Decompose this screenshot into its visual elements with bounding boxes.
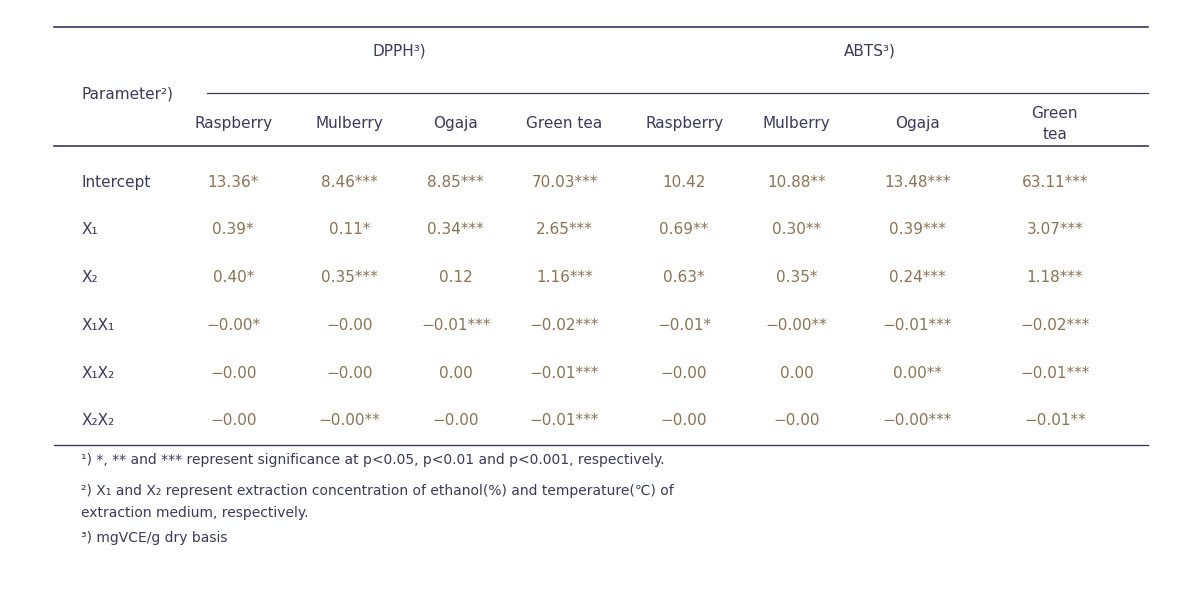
Text: ²) X₁ and X₂ represent extraction concentration of ethanol(%) and temperature(℃): ²) X₁ and X₂ represent extraction concen…	[81, 484, 675, 498]
Text: −0.02***: −0.02***	[1020, 318, 1090, 333]
Text: ABTS³): ABTS³)	[843, 43, 896, 59]
Text: −0.01***: −0.01***	[530, 365, 599, 381]
Text: −0.01***: −0.01***	[1020, 365, 1090, 381]
Text: Green: Green	[1032, 106, 1078, 121]
Text: X₂: X₂	[81, 270, 98, 285]
Text: tea: tea	[1043, 127, 1067, 142]
Text: 0.39***: 0.39***	[889, 222, 946, 238]
Text: −0.01*: −0.01*	[657, 318, 712, 333]
Text: Green tea: Green tea	[526, 116, 603, 131]
Text: extraction medium, respectively.: extraction medium, respectively.	[81, 506, 309, 521]
Text: 0.00**: 0.00**	[893, 365, 941, 381]
Text: 0.12: 0.12	[439, 270, 472, 285]
Text: −0.00: −0.00	[327, 365, 372, 381]
Text: Mulberry: Mulberry	[763, 116, 830, 131]
Text: 10.88**: 10.88**	[767, 174, 826, 190]
Text: 63.11***: 63.11***	[1021, 174, 1088, 190]
Text: 0.35***: 0.35***	[321, 270, 378, 285]
Text: ³) mgVCE/g dry basis: ³) mgVCE/g dry basis	[81, 531, 227, 546]
Text: Raspberry: Raspberry	[194, 116, 273, 131]
Text: −0.01***: −0.01***	[883, 318, 952, 333]
Text: 0.34***: 0.34***	[427, 222, 484, 238]
Text: −0.00: −0.00	[210, 365, 256, 381]
Text: X₂X₂: X₂X₂	[81, 413, 115, 429]
Text: Parameter²): Parameter²)	[81, 86, 173, 101]
Text: −0.00**: −0.00**	[765, 318, 828, 333]
Text: 70.03***: 70.03***	[531, 174, 598, 190]
Text: Mulberry: Mulberry	[316, 116, 383, 131]
Text: −0.02***: −0.02***	[530, 318, 599, 333]
Text: −0.01***: −0.01***	[421, 318, 490, 333]
Text: 0.69**: 0.69**	[659, 222, 709, 238]
Text: 8.85***: 8.85***	[427, 174, 484, 190]
Text: X₁: X₁	[81, 222, 98, 238]
Text: −0.00: −0.00	[661, 413, 707, 429]
Text: ¹) *, ** and *** represent significance at p<0.05, p<0.01 and p<0.001, respectiv: ¹) *, ** and *** represent significance …	[81, 453, 665, 467]
Text: 10.42: 10.42	[663, 174, 706, 190]
Text: 0.30**: 0.30**	[771, 222, 822, 238]
Text: 0.35*: 0.35*	[776, 270, 817, 285]
Text: −0.01**: −0.01**	[1024, 413, 1086, 429]
Text: X₁X₁: X₁X₁	[81, 318, 115, 333]
Text: −0.00: −0.00	[661, 365, 707, 381]
Text: Ogaja: Ogaja	[895, 116, 940, 131]
Text: 0.00: 0.00	[439, 365, 472, 381]
Text: X₁X₂: X₁X₂	[81, 365, 115, 381]
Text: 1.16***: 1.16***	[536, 270, 593, 285]
Text: 13.36*: 13.36*	[208, 174, 258, 190]
Text: 8.46***: 8.46***	[321, 174, 378, 190]
Text: −0.00: −0.00	[327, 318, 372, 333]
Text: 0.40*: 0.40*	[213, 270, 254, 285]
Text: −0.01***: −0.01***	[530, 413, 599, 429]
Text: 13.48***: 13.48***	[884, 174, 951, 190]
Text: −0.00*: −0.00*	[206, 318, 261, 333]
Text: 0.39*: 0.39*	[213, 222, 254, 238]
Text: −0.00: −0.00	[210, 413, 256, 429]
Text: 0.00: 0.00	[780, 365, 813, 381]
Text: 1.18***: 1.18***	[1026, 270, 1084, 285]
Text: −0.00: −0.00	[433, 413, 478, 429]
Text: Intercept: Intercept	[81, 174, 151, 190]
Text: −0.00**: −0.00**	[318, 413, 380, 429]
Text: 0.11*: 0.11*	[329, 222, 370, 238]
Text: Raspberry: Raspberry	[645, 116, 724, 131]
Text: −0.00***: −0.00***	[883, 413, 952, 429]
Text: −0.00: −0.00	[774, 413, 819, 429]
Text: 2.65***: 2.65***	[536, 222, 593, 238]
Text: 3.07***: 3.07***	[1026, 222, 1084, 238]
Text: 0.63*: 0.63*	[664, 270, 704, 285]
Text: Ogaja: Ogaja	[433, 116, 478, 131]
Text: 0.24***: 0.24***	[889, 270, 946, 285]
Text: DPPH³): DPPH³)	[372, 43, 426, 59]
